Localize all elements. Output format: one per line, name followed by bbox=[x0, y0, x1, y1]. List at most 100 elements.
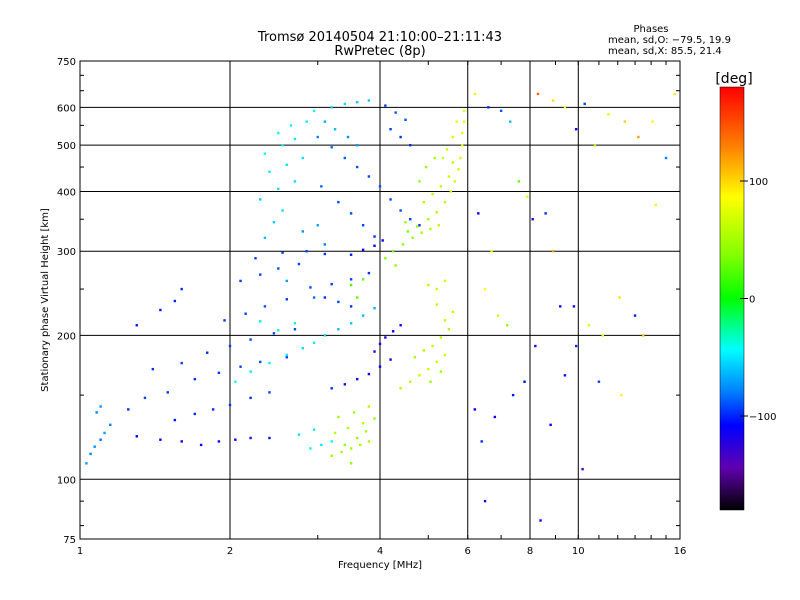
data-point bbox=[654, 203, 657, 207]
data-point bbox=[473, 92, 477, 96]
data-point bbox=[330, 146, 333, 149]
data-point bbox=[285, 298, 288, 301]
data-point bbox=[427, 283, 430, 287]
data-point bbox=[477, 212, 480, 215]
data-point bbox=[593, 143, 597, 147]
data-point bbox=[309, 286, 312, 289]
data-point bbox=[337, 200, 340, 204]
data-point bbox=[217, 371, 221, 375]
data-point bbox=[549, 423, 552, 427]
x-tick-label: 1 bbox=[77, 546, 83, 557]
data-point bbox=[99, 438, 102, 441]
data-point bbox=[193, 412, 197, 416]
data-point bbox=[399, 324, 402, 327]
data-point bbox=[320, 185, 323, 188]
data-point bbox=[301, 156, 305, 160]
data-point bbox=[526, 195, 529, 198]
data-point bbox=[583, 102, 586, 106]
data-point bbox=[581, 467, 584, 471]
data-point bbox=[349, 212, 353, 215]
data-point bbox=[358, 443, 362, 447]
data-point bbox=[361, 224, 365, 227]
data-point bbox=[551, 250, 555, 253]
data-point bbox=[473, 408, 477, 411]
data-point bbox=[277, 329, 280, 332]
data-point bbox=[249, 436, 252, 440]
data-point bbox=[429, 227, 432, 231]
data-point bbox=[323, 252, 327, 256]
data-point bbox=[355, 296, 359, 299]
data-point bbox=[259, 360, 262, 364]
data-point bbox=[422, 349, 426, 352]
data-point bbox=[254, 257, 257, 260]
data-point bbox=[401, 243, 405, 246]
data-point bbox=[523, 380, 526, 383]
data-point bbox=[499, 109, 503, 113]
data-point bbox=[429, 380, 432, 383]
data-point bbox=[330, 454, 333, 457]
data-point bbox=[249, 396, 252, 400]
data-point bbox=[349, 447, 353, 450]
data-point bbox=[563, 106, 567, 109]
data-point bbox=[135, 435, 138, 438]
data-point bbox=[159, 438, 162, 441]
data-point bbox=[623, 120, 627, 123]
data-point bbox=[316, 224, 319, 227]
data-point bbox=[483, 287, 487, 291]
data-point bbox=[361, 248, 365, 252]
x-tick-label: 4 bbox=[377, 546, 383, 557]
data-point bbox=[333, 127, 337, 131]
data-point bbox=[406, 230, 410, 233]
data-point bbox=[249, 370, 252, 373]
data-point bbox=[285, 353, 288, 357]
data-point bbox=[367, 271, 371, 275]
data-point bbox=[439, 336, 443, 339]
data-point bbox=[618, 296, 621, 299]
data-point bbox=[330, 387, 333, 390]
data-point bbox=[173, 418, 177, 422]
data-point bbox=[536, 92, 540, 96]
data-point bbox=[378, 185, 382, 188]
x-axis-label: Frequency [MHz] bbox=[338, 560, 422, 571]
data-point bbox=[355, 165, 359, 169]
data-point bbox=[349, 278, 353, 281]
y-tick-label: 600 bbox=[57, 103, 76, 114]
data-point bbox=[389, 127, 392, 131]
data-point bbox=[587, 324, 591, 327]
data-point bbox=[443, 279, 447, 283]
data-point bbox=[180, 361, 183, 365]
data-point bbox=[268, 436, 271, 440]
data-point bbox=[330, 440, 333, 443]
data-point bbox=[285, 356, 288, 359]
data-point bbox=[435, 287, 438, 291]
y-tick-label: 400 bbox=[57, 187, 76, 198]
data-point bbox=[277, 267, 280, 270]
data-point bbox=[293, 328, 297, 331]
data-point bbox=[349, 462, 353, 465]
data-point bbox=[312, 428, 316, 431]
data-point bbox=[166, 391, 169, 394]
data-point bbox=[293, 322, 297, 325]
data-point bbox=[651, 120, 654, 123]
data-point bbox=[378, 342, 382, 346]
data-point bbox=[373, 306, 376, 310]
data-point bbox=[109, 423, 112, 427]
data-point bbox=[451, 161, 455, 164]
data-point bbox=[349, 322, 353, 325]
data-point bbox=[180, 287, 183, 291]
data-point bbox=[259, 273, 262, 276]
data-point bbox=[373, 350, 376, 353]
data-point bbox=[367, 440, 371, 443]
data-point bbox=[373, 244, 376, 247]
data-point bbox=[399, 209, 402, 212]
data-point bbox=[490, 250, 493, 253]
data-point bbox=[95, 411, 98, 414]
data-point bbox=[312, 109, 316, 113]
data-point bbox=[316, 135, 319, 139]
chart-title: Tromsø 20140504 21:10:00–21:11:43 bbox=[257, 30, 502, 45]
data-point bbox=[349, 253, 353, 256]
data-point bbox=[143, 396, 147, 400]
colorbar-tick-label: 100 bbox=[749, 177, 768, 188]
data-point bbox=[281, 251, 284, 254]
data-point bbox=[234, 380, 237, 383]
